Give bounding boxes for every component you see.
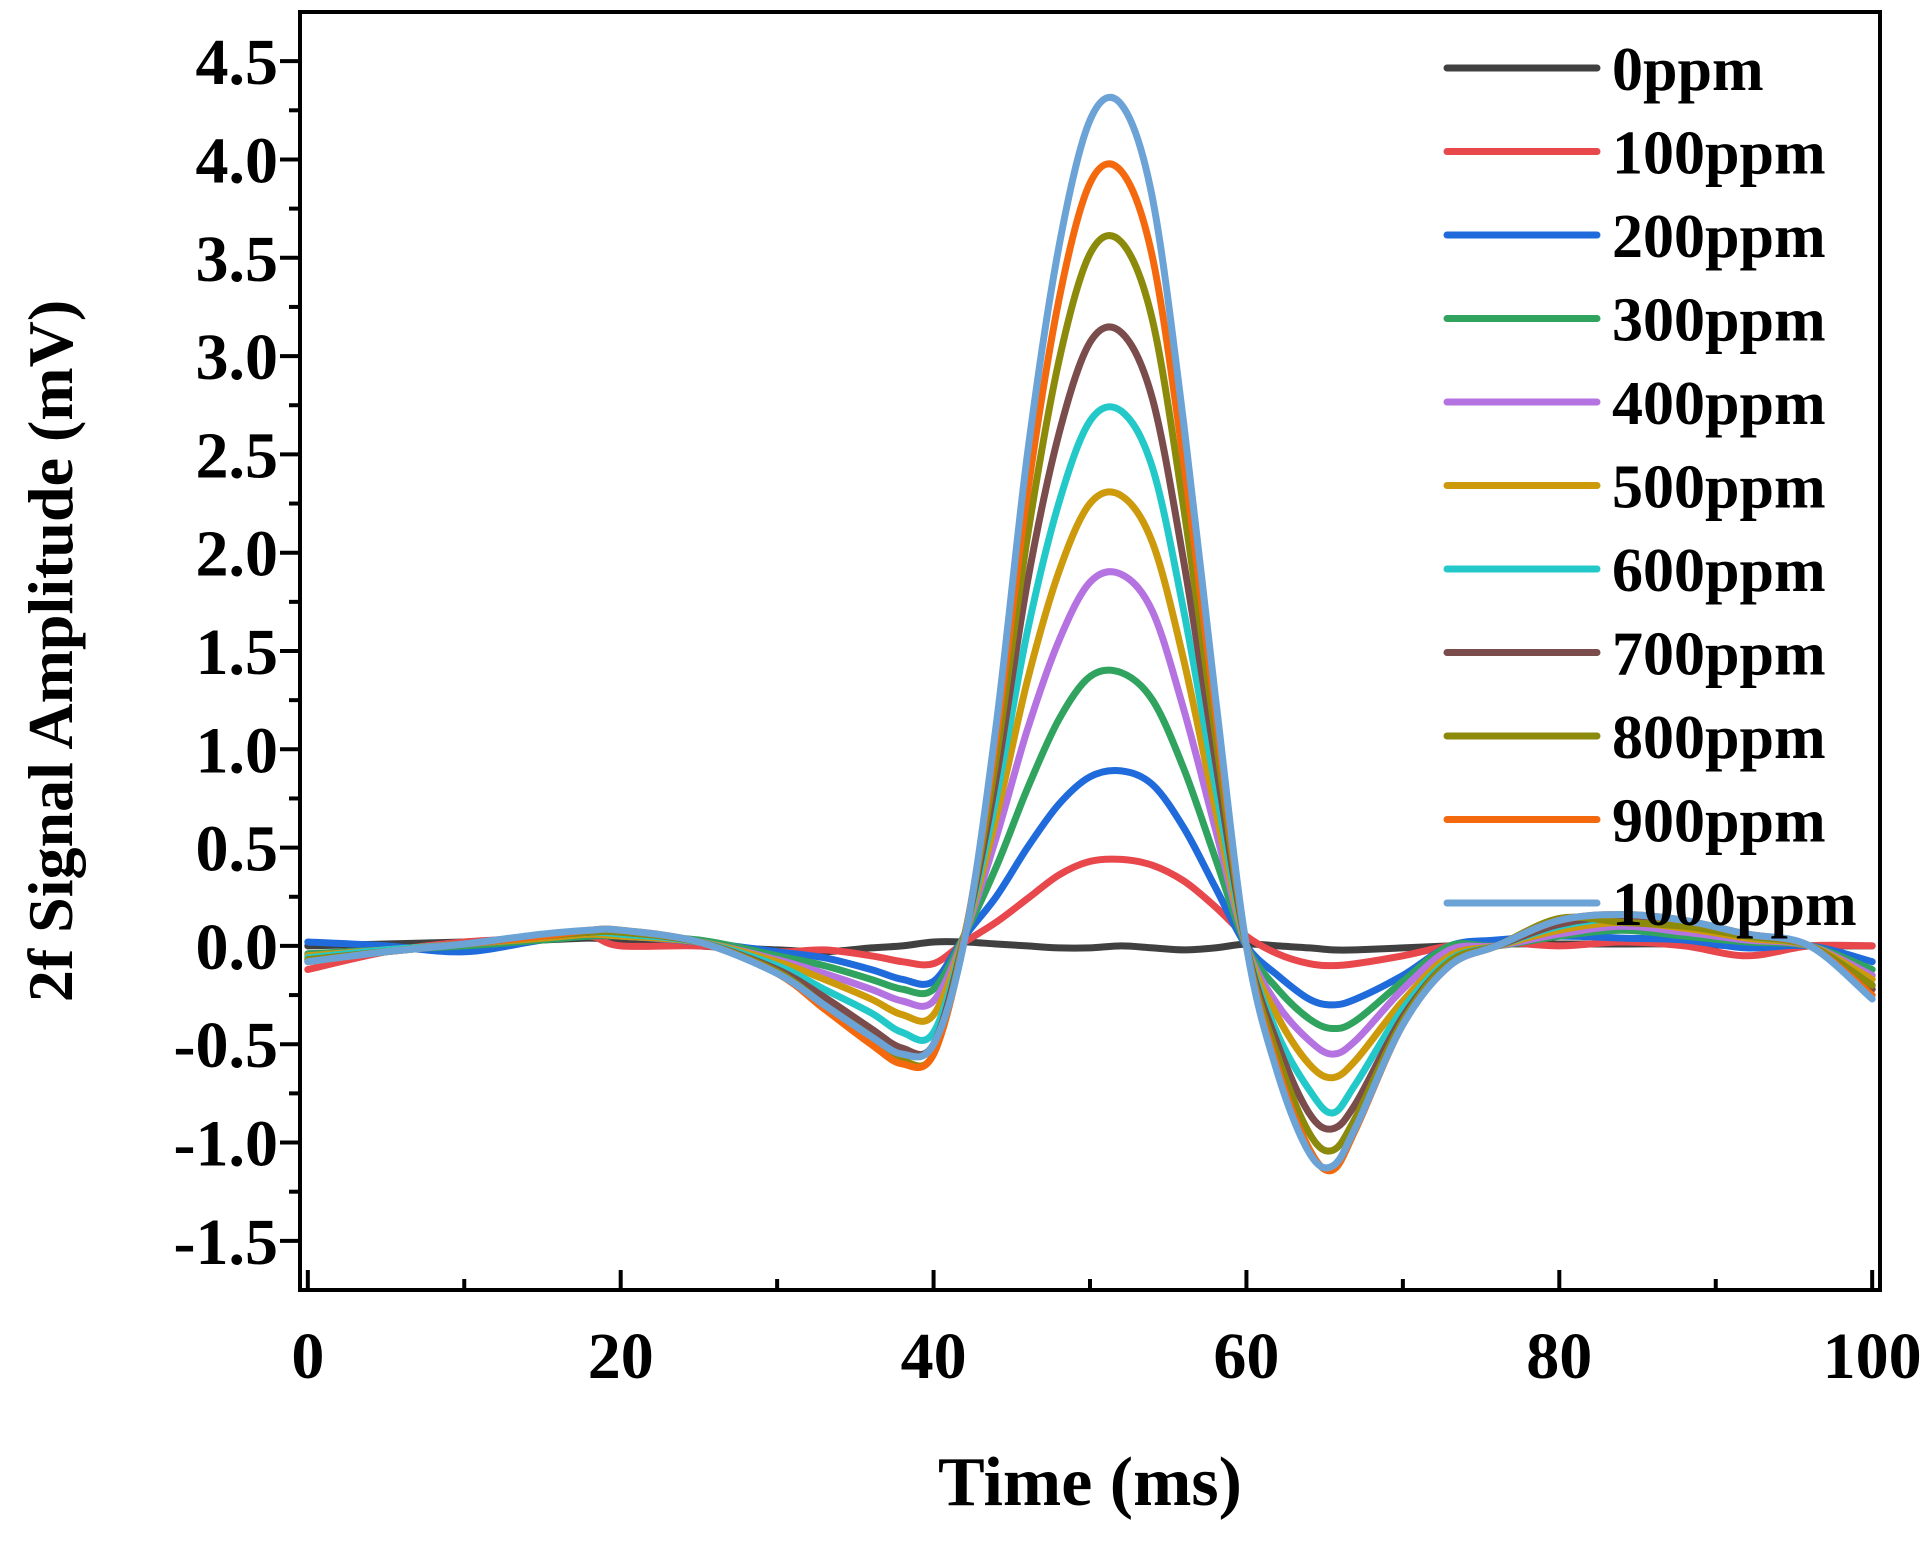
x-tick-label: 60 [1213,1320,1279,1393]
y-tick-label: 2.0 [196,518,279,591]
legend-label-900ppm: 900ppm [1612,788,1826,856]
legend-label-1000ppm: 1000ppm [1612,871,1857,939]
y-axis-title: 2f Signal Amplitude (mV) [15,300,86,1002]
y-tick-label: -0.5 [174,1009,278,1082]
series-layer [304,93,1876,1175]
y-tick-label: 2.5 [196,419,279,492]
legend-label-600ppm: 600ppm [1612,537,1826,605]
x-tick-label: 20 [588,1320,654,1393]
legend-label-100ppm: 100ppm [1612,120,1826,188]
y-tick-label: -1.0 [174,1108,278,1181]
x-tick-label: 100 [1823,1320,1922,1393]
y-axis: -1.5 -1.0 -0.5 0.0 0.5 1.0 1.5 2.0 2.5 3.0 3.5 4.0 4… [174,26,300,1279]
y-tick-label: 3.0 [196,321,279,394]
legend: 0ppm 100ppm 200ppm 300ppm 400ppm 500ppm 600ppm… [1443,36,1857,939]
y-tick-label: 3.5 [196,223,279,296]
legend-label-700ppm: 700ppm [1612,621,1826,689]
x-axis: 0 20 40 60 80 100 [291,1270,1922,1393]
y-tick-label: 0.0 [196,911,279,984]
x-tick-label: 40 [901,1320,967,1393]
y-tick-label: 0.5 [196,813,279,886]
x-axis-title: Time (ms) [938,1444,1242,1521]
legend-label-400ppm: 400ppm [1612,370,1826,438]
x-tick-label: 0 [291,1320,324,1393]
legend-label-500ppm: 500ppm [1612,454,1826,522]
legend-label-800ppm: 800ppm [1612,704,1826,772]
y-tick-label: 4.0 [196,124,279,197]
legend-label-300ppm: 300ppm [1612,287,1826,355]
y-tick-label: 1.5 [196,616,279,689]
x-tick-label: 80 [1526,1320,1592,1393]
series-line-1000ppm [304,93,1876,1172]
legend-label-200ppm: 200ppm [1612,203,1826,271]
y-tick-label: 1.0 [196,714,279,787]
y-tick-label: -1.5 [174,1206,278,1279]
y-tick-label: 4.5 [196,26,279,99]
legend-label-0ppm: 0ppm [1612,36,1764,104]
